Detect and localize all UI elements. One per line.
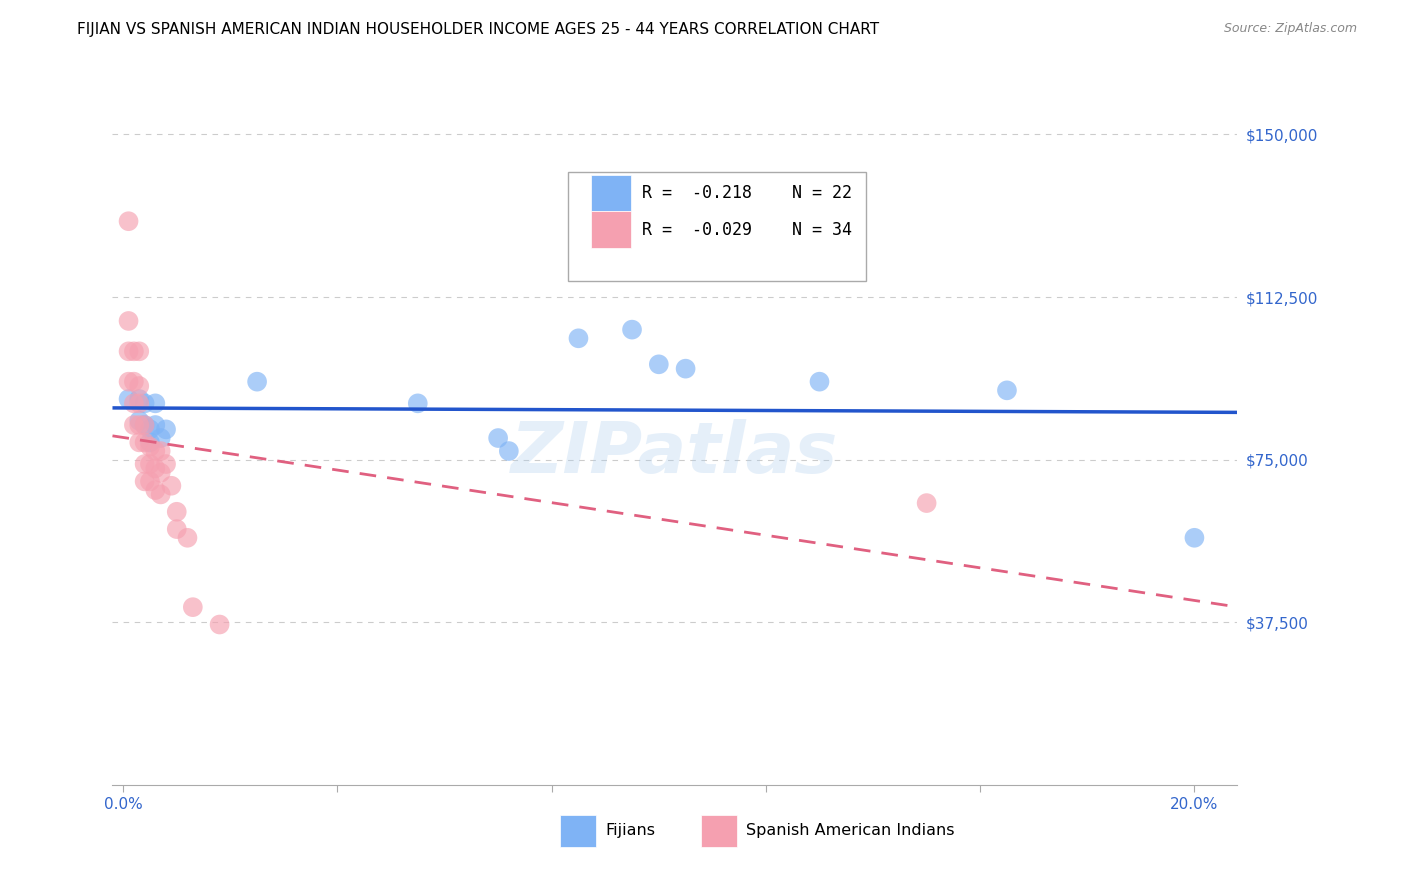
Point: [128, 396, 150, 410]
Point: [134, 396, 156, 410]
Point: [122, 375, 145, 389]
Point: [117, 314, 139, 328]
Point: [149, 466, 172, 480]
Point: [621, 323, 644, 337]
Point: [134, 475, 156, 489]
Point: [139, 440, 162, 454]
Point: [143, 483, 166, 497]
Point: [122, 417, 145, 432]
Point: [915, 496, 938, 510]
Point: [149, 487, 172, 501]
Point: [128, 379, 150, 393]
Point: [143, 396, 166, 410]
Point: [128, 417, 150, 432]
Point: [134, 457, 156, 471]
Point: [122, 344, 145, 359]
Text: ZIPatlas: ZIPatlas: [512, 419, 838, 488]
Point: [134, 435, 156, 450]
Point: [675, 361, 697, 376]
Text: R =  -0.029    N = 34: R = -0.029 N = 34: [643, 220, 852, 239]
Text: Spanish American Indians: Spanish American Indians: [745, 823, 955, 838]
Point: [567, 331, 589, 345]
FancyBboxPatch shape: [591, 211, 631, 248]
Point: [486, 431, 509, 445]
Point: [134, 417, 156, 432]
Point: [143, 417, 166, 432]
Point: [155, 422, 177, 436]
FancyBboxPatch shape: [560, 814, 596, 847]
Point: [143, 461, 166, 475]
Point: [155, 457, 177, 471]
Text: FIJIAN VS SPANISH AMERICAN INDIAN HOUSEHOLDER INCOME AGES 25 - 44 YEARS CORRELAT: FIJIAN VS SPANISH AMERICAN INDIAN HOUSEH…: [77, 22, 880, 37]
Point: [166, 505, 188, 519]
FancyBboxPatch shape: [568, 172, 866, 281]
Point: [139, 422, 162, 436]
Point: [128, 435, 150, 450]
Point: [128, 344, 150, 359]
Point: [117, 214, 139, 228]
Point: [498, 444, 520, 458]
Point: [160, 479, 183, 493]
Point: [166, 522, 188, 536]
Point: [648, 357, 671, 371]
Point: [122, 396, 145, 410]
Point: [143, 444, 166, 458]
Point: [1184, 531, 1206, 545]
Point: [134, 417, 156, 432]
Point: [176, 531, 198, 545]
Point: [139, 475, 162, 489]
FancyBboxPatch shape: [700, 814, 737, 847]
FancyBboxPatch shape: [591, 175, 631, 211]
Point: [128, 392, 150, 406]
Text: Fijians: Fijians: [605, 823, 655, 838]
Point: [139, 435, 162, 450]
Point: [117, 344, 139, 359]
Point: [149, 431, 172, 445]
Point: [208, 617, 231, 632]
Point: [808, 375, 831, 389]
Point: [406, 396, 429, 410]
Point: [117, 392, 139, 406]
Point: [149, 444, 172, 458]
Point: [117, 375, 139, 389]
Point: [995, 384, 1018, 398]
Point: [181, 600, 204, 615]
Point: [246, 375, 269, 389]
Point: [128, 414, 150, 428]
Text: R =  -0.218    N = 22: R = -0.218 N = 22: [643, 184, 852, 202]
Text: Source: ZipAtlas.com: Source: ZipAtlas.com: [1223, 22, 1357, 36]
Point: [139, 457, 162, 471]
